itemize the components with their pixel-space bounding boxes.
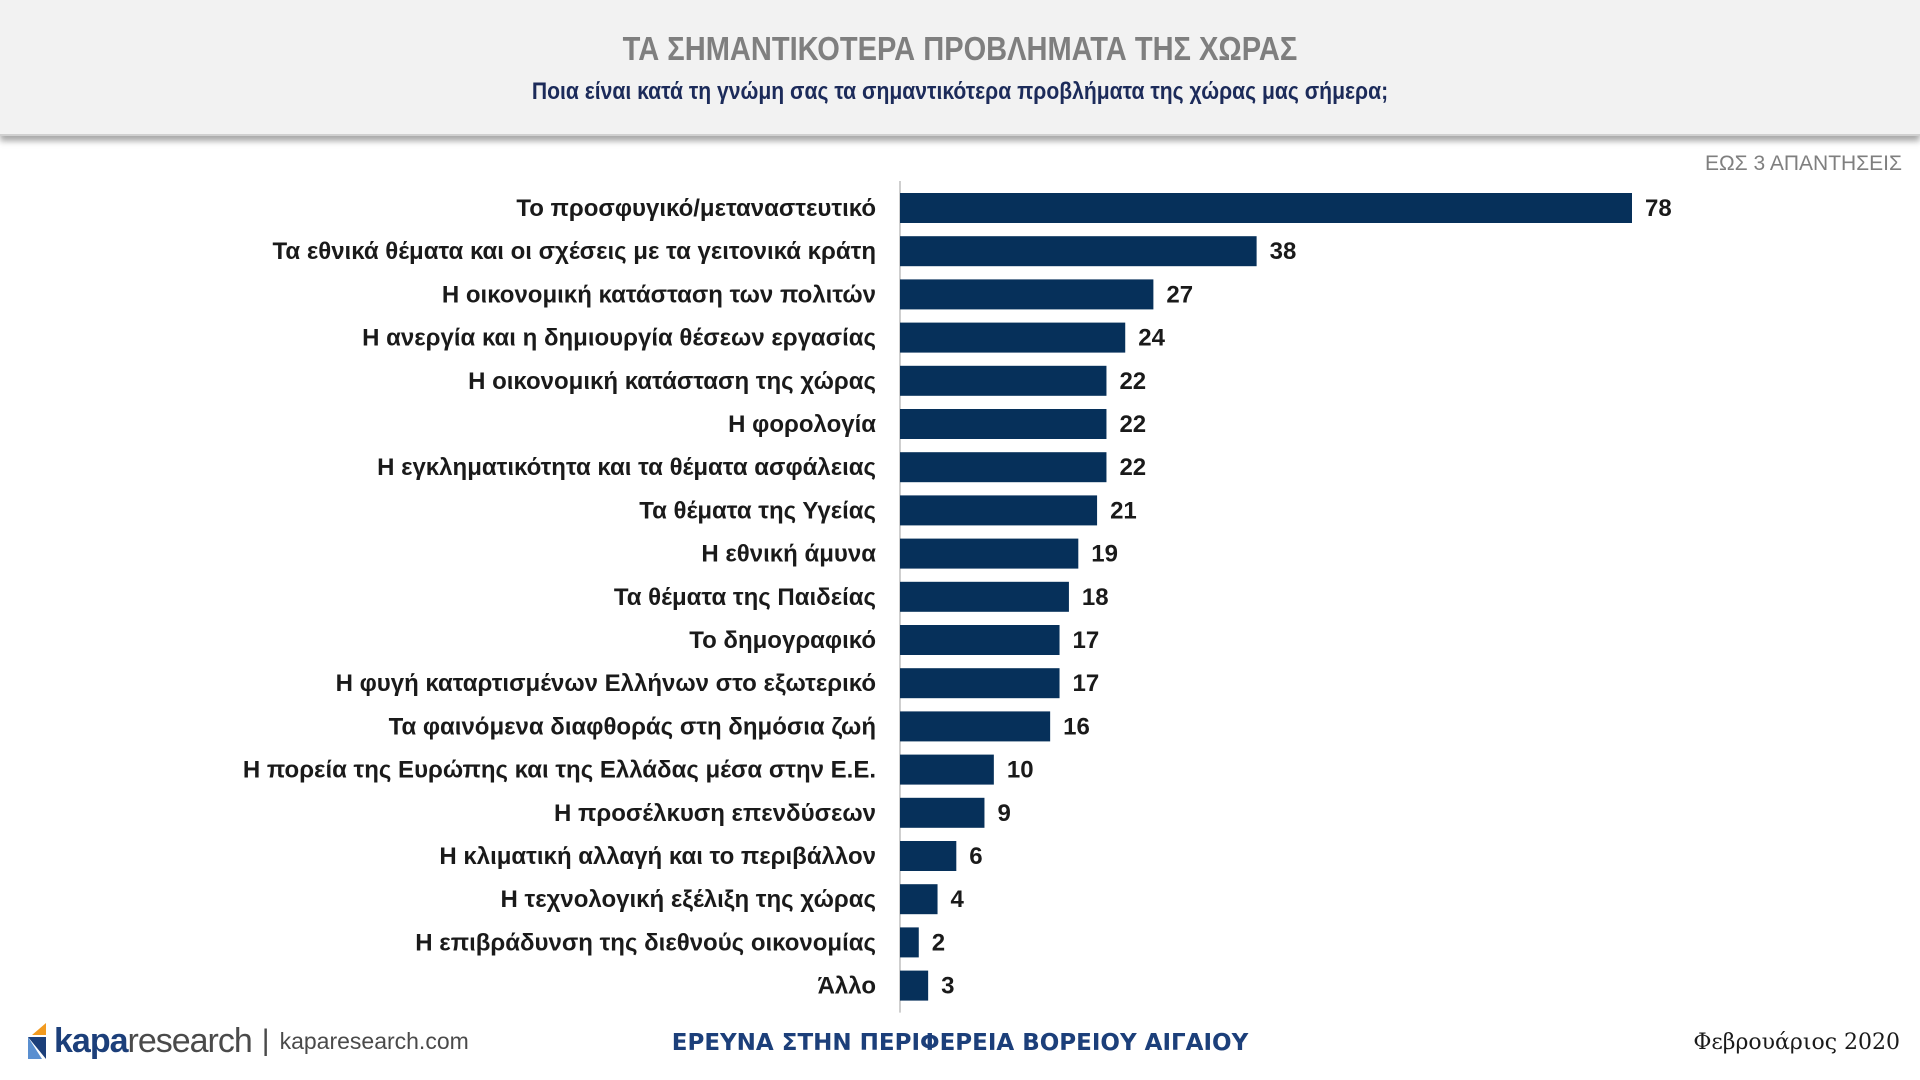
category-label: Η επιβράδυνση της διεθνούς οικονομίας <box>415 929 876 956</box>
category-label: Τα θέματα της Υγείας <box>639 497 876 524</box>
bar <box>900 711 1051 742</box>
bar <box>900 495 1098 526</box>
website-url[interactable]: kaparesearch.com <box>279 1027 469 1054</box>
bar <box>900 927 919 958</box>
bar <box>900 365 1107 396</box>
value-label: 22 <box>1119 368 1146 395</box>
bar <box>900 193 1632 223</box>
survey-title: ΕΡΕΥΝΑ ΣΤΗΝ ΠΕΡΙΦΕΡΕΙΑ ΒΟΡΕΙΟΥ ΑΙΓΑΙΟΥ <box>671 1030 1249 1056</box>
value-label: 10 <box>1007 757 1034 784</box>
value-label: 19 <box>1091 541 1118 568</box>
kapa-logo-icon <box>28 1023 46 1059</box>
bar <box>900 538 1079 569</box>
category-label: Τα θέματα της Παιδείας <box>614 584 876 611</box>
value-label: 16 <box>1063 713 1090 740</box>
category-label: Η κλιματική αλλαγή και το περιβάλλον <box>439 843 876 870</box>
category-label: Το προσφυγικό/μεταναστευτικό <box>516 195 876 222</box>
logo-wordmark-kapa: kapa <box>54 1021 128 1060</box>
value-label: 78 <box>1645 195 1672 222</box>
answers-note: ΕΩΣ 3 ΑΠΑΝΤΗΣΕΙΣ <box>1704 152 1902 175</box>
category-label: Η πορεία της Ευρώπης και της Ελλάδας μέσ… <box>243 757 876 784</box>
page-subtitle: Ποια είναι κατά τη γνώμη σας τα σημαντικ… <box>531 78 1389 105</box>
value-label: 17 <box>1073 670 1100 697</box>
bars-group: Το προσφυγικό/μεταναστευτικό 78 Τα εθνικά … <box>243 193 1672 1001</box>
value-label: 24 <box>1138 325 1165 352</box>
value-label: 17 <box>1073 627 1100 654</box>
category-label: Η φορολογία <box>728 411 876 438</box>
bar <box>900 236 1257 267</box>
bar <box>900 754 994 785</box>
bar <box>900 841 957 871</box>
survey-date: Φεβρουάριος 2020 <box>1693 1030 1900 1055</box>
value-label: 27 <box>1166 281 1193 308</box>
category-label: Η τεχνολογική εξέλιξη της χώρας <box>501 886 877 913</box>
value-label: 22 <box>1119 411 1146 438</box>
bar <box>900 668 1060 699</box>
kapa-research-logo: kapa research | kaparesearch.com <box>24 1018 469 1064</box>
bar <box>900 452 1107 483</box>
bar <box>900 279 1154 310</box>
category-label: Η οικονομική κατάσταση της χώρας <box>468 368 876 395</box>
bar <box>900 322 1126 353</box>
header-band: ΤΑ ΣΗΜΑΝΤΙΚΟΤΕΡΑ ΠΡΟΒΛΗΜΑΤΑ ΤΗΣ ΧΩΡΑΣ Πο… <box>0 0 1920 136</box>
logo-separator: | <box>261 1024 270 1057</box>
bar <box>900 970 929 1001</box>
value-label: 38 <box>1270 238 1297 265</box>
category-label: Τα εθνικά θέματα και οι σχέσεις με τα γε… <box>273 238 876 265</box>
value-label: 3 <box>941 973 954 1000</box>
category-label: Άλλο <box>818 973 876 1000</box>
bar <box>900 797 985 828</box>
bar-chart: Το προσφυγικό/μεταναστευτικό 78 Τα εθνικά … <box>243 181 1672 1013</box>
value-label: 4 <box>951 886 965 913</box>
value-label: 6 <box>969 843 982 870</box>
category-label: Η προσέλκυση επενδύσεων <box>554 800 876 827</box>
bar <box>900 581 1069 612</box>
category-label: Η ανεργία και η δημιουργία θέσεων εργασί… <box>362 325 876 352</box>
page-title: ΤΑ ΣΗΜΑΝΤΙΚΟΤΕΡΑ ΠΡΟΒΛΗΜΑΤΑ ΤΗΣ ΧΩΡΑΣ <box>622 30 1298 67</box>
category-label: Η εγκληματικότητα και τα θέματα ασφάλεια… <box>377 454 876 481</box>
category-label: Η εθνική άμυνα <box>701 541 876 568</box>
value-label: 9 <box>997 800 1010 827</box>
bar <box>900 409 1107 439</box>
bar <box>900 884 938 915</box>
logo-wordmark-research: research <box>127 1021 253 1060</box>
category-label: Το δημογραφικό <box>689 627 876 654</box>
value-label: 2 <box>932 929 945 956</box>
value-label: 18 <box>1082 584 1109 611</box>
value-label: 21 <box>1110 497 1137 524</box>
value-label: 22 <box>1119 454 1146 481</box>
category-label: Τα φαινόμενα διαφθοράς στη δημόσια ζωή <box>389 713 876 740</box>
category-label: Η οικονομική κατάσταση των πολιτών <box>442 281 876 308</box>
bar <box>900 625 1060 655</box>
category-label: Η φυγή καταρτισμένων Ελλήνων στο εξωτερι… <box>336 670 876 697</box>
